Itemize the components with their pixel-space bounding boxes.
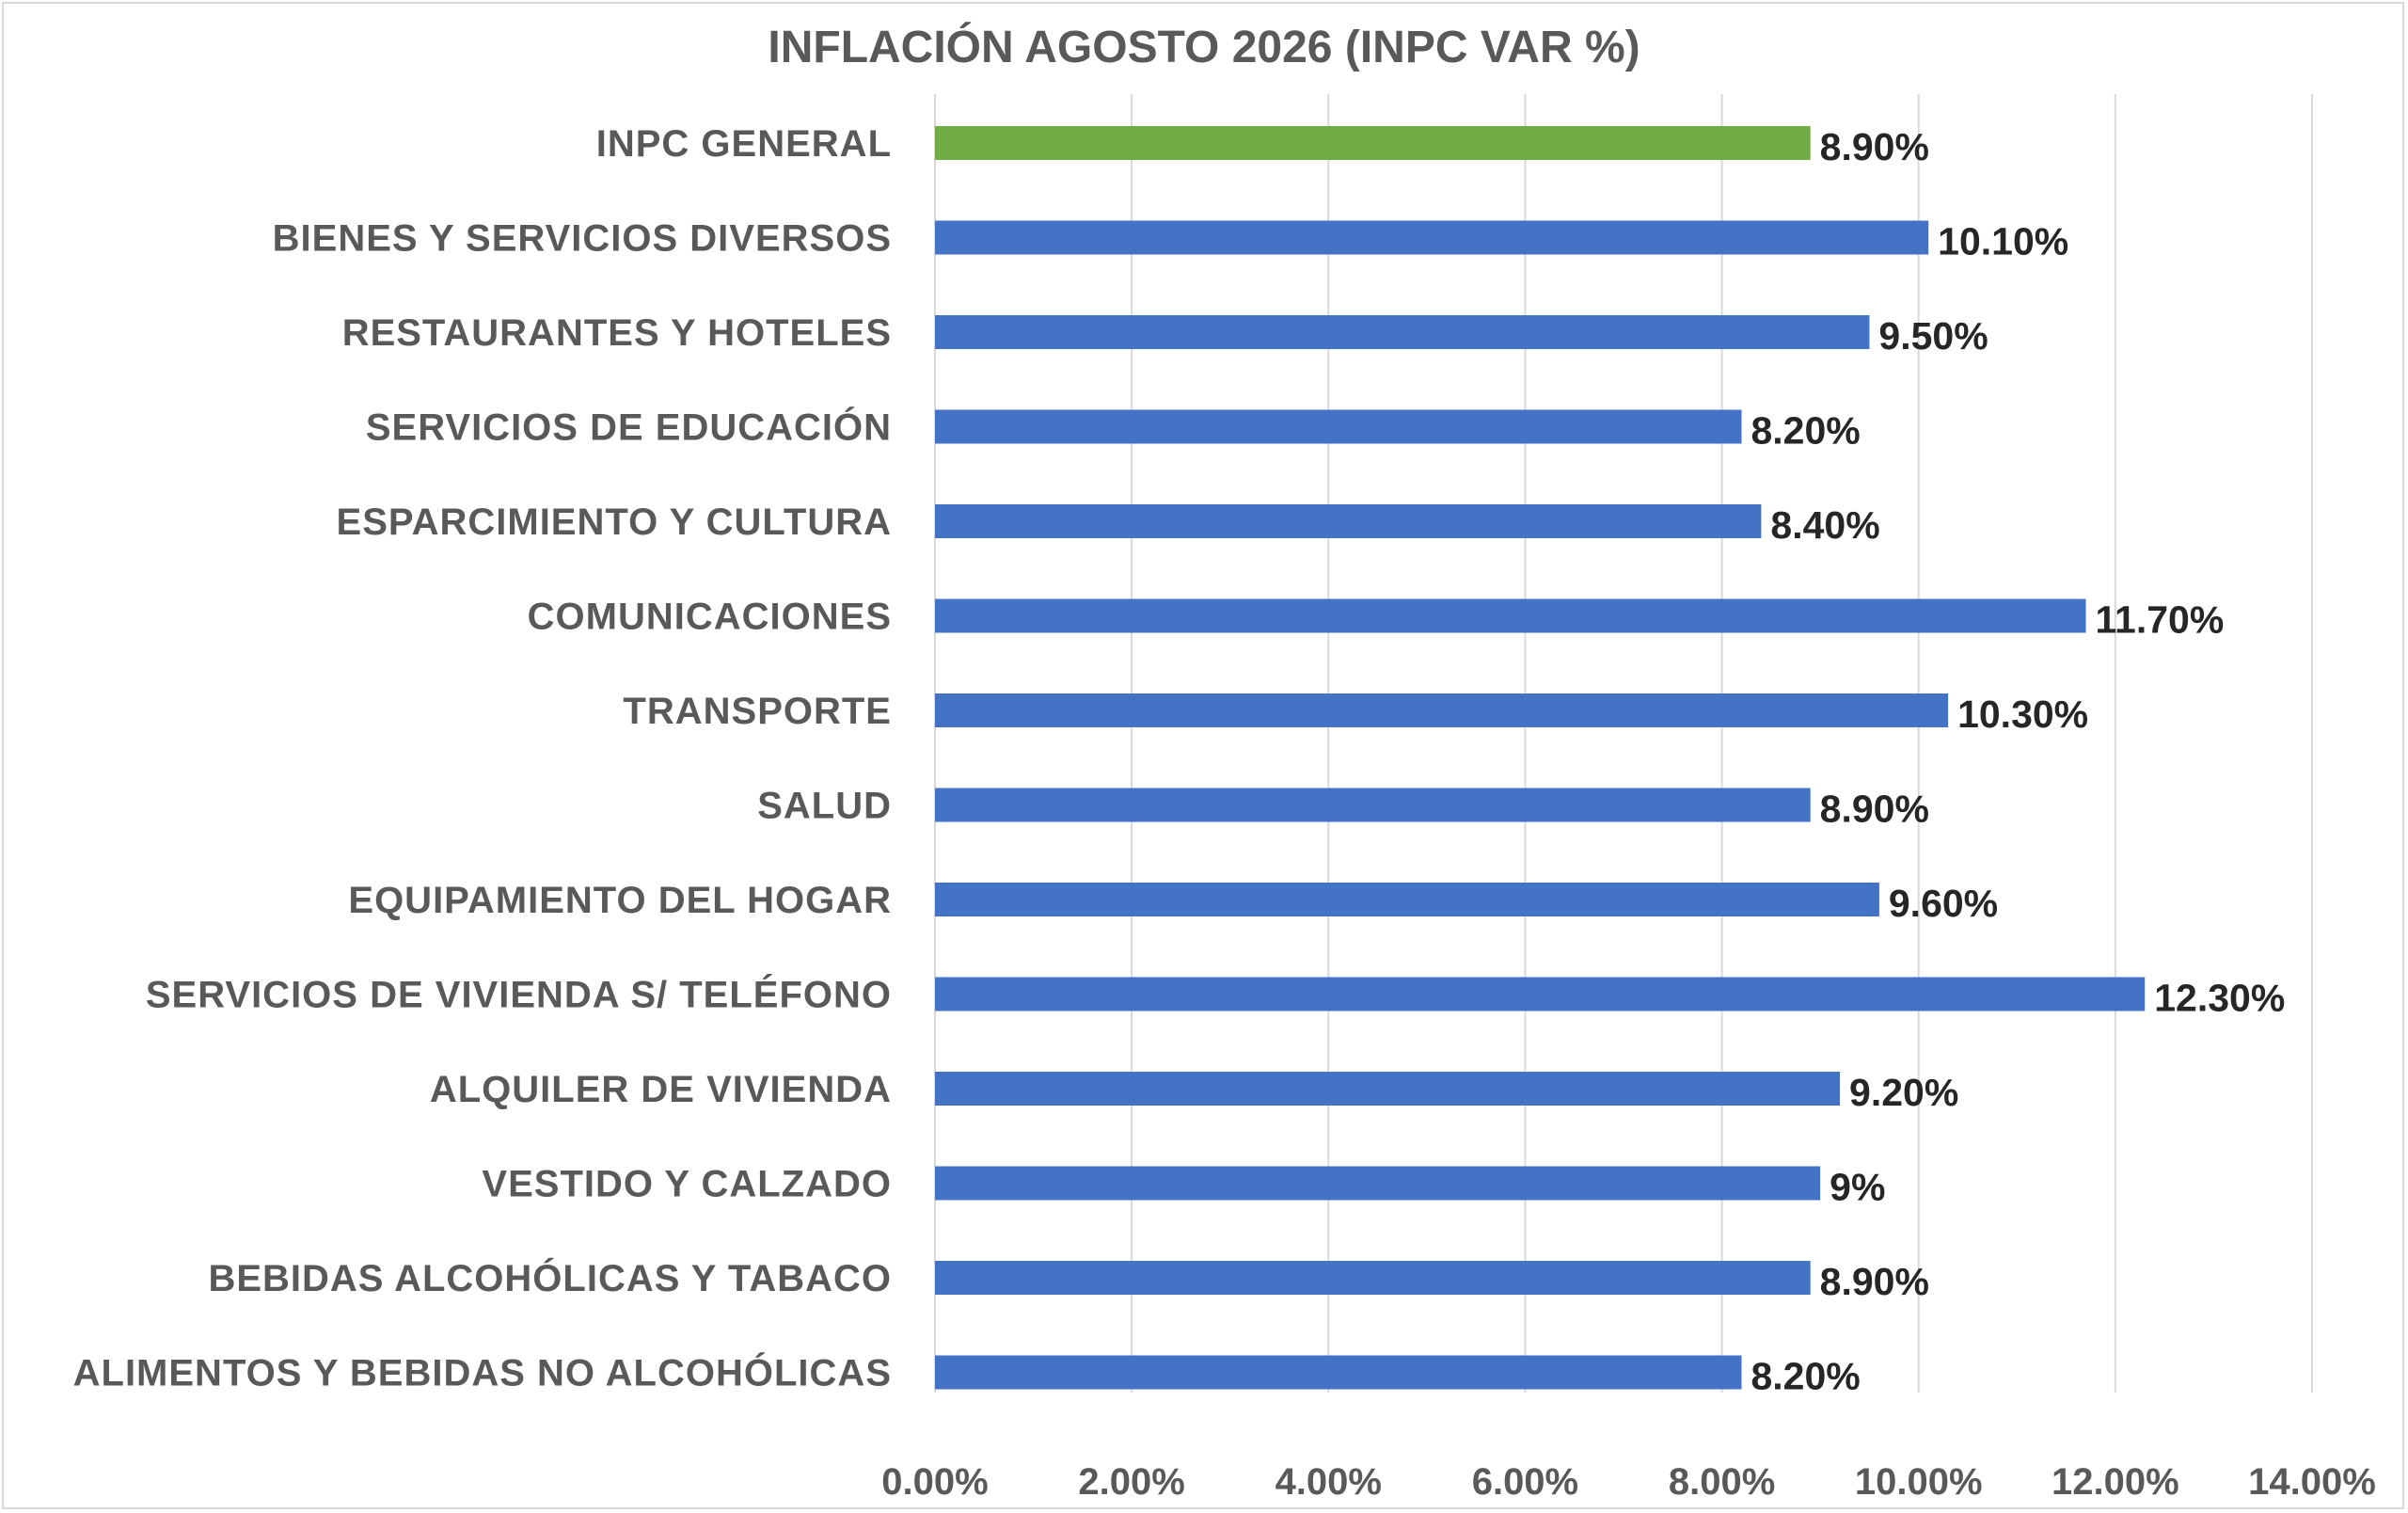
category-label: VESTIDO Y CALZADO	[482, 1164, 892, 1205]
category-label: EQUIPAMIENTO DEL HOGAR	[348, 880, 892, 921]
category-label: RESTAURANTES Y HOTELES	[342, 312, 892, 354]
bar	[935, 1261, 1811, 1295]
category-label: SERVICIOS DE VIVIENDA S/ TELÉFONO	[146, 974, 892, 1016]
x-tick-label: 10.00%	[1855, 1461, 1983, 1503]
data-label: 10.10%	[1938, 220, 2068, 263]
bar	[935, 220, 1929, 255]
data-label: 8.90%	[1820, 125, 1929, 168]
bar	[935, 1355, 1742, 1390]
bar	[935, 315, 1870, 349]
data-label: 12.30%	[2154, 977, 2285, 1020]
data-label: 8.20%	[1751, 1355, 1860, 1398]
bar	[935, 126, 1811, 160]
bars	[935, 126, 2146, 1390]
data-label: 10.30%	[1957, 693, 2088, 736]
x-axis-tick-labels: 0.00% 2.00% 4.00% 6.00% 8.00% 10.00% 12.00% 14.…	[881, 1461, 2376, 1503]
bar	[935, 504, 1762, 538]
data-label: 8.20%	[1751, 409, 1860, 453]
category-label: BIENES Y SERVICIOS DIVERSOS	[273, 218, 892, 260]
data-label: 9%	[1830, 1166, 1885, 1209]
bar	[935, 409, 1742, 444]
data-label: 11.70%	[2095, 598, 2224, 642]
x-tick-label: 14.00%	[2248, 1461, 2376, 1503]
bar	[935, 1072, 1841, 1106]
x-tick-label: 12.00%	[2052, 1461, 2179, 1503]
data-label: 8.90%	[1820, 788, 1929, 831]
category-labels: INPC GENERAL BIENES Y SERVICIOS DIVERSOS R…	[73, 123, 892, 1394]
category-label: ALIMENTOS Y BEBIDAS NO ALCOHÓLICAS	[73, 1351, 892, 1394]
chart-title: INFLACIÓN AGOSTO 2026 (INPC VAR %)	[768, 21, 1640, 72]
category-label: BEBIDAS ALCOHÓLICAS Y TABACO	[208, 1256, 892, 1299]
data-label: 8.40%	[1770, 503, 1879, 547]
data-label: 9.20%	[1849, 1071, 1958, 1114]
data-label: 9.50%	[1878, 314, 1988, 358]
data-labels: 8.90% 10.10% 9.50% 8.20% 8.40% 11.70% 10.30% 8.…	[1751, 125, 2285, 1398]
bar	[935, 693, 1949, 727]
bar	[935, 883, 1879, 916]
bar	[935, 788, 1811, 822]
data-label: 9.60%	[1889, 882, 1998, 925]
x-tick-label: 2.00%	[1078, 1461, 1184, 1503]
category-label: SALUD	[757, 786, 892, 827]
category-label: ESPARCIMIENTO Y CULTURA	[337, 502, 892, 543]
x-tick-label: 6.00%	[1472, 1461, 1578, 1503]
bar	[935, 1166, 1821, 1201]
category-label: ALQUILER DE VIVIENDA	[430, 1069, 892, 1110]
category-label: COMUNICACIONES	[528, 597, 892, 638]
category-label: SERVICIOS DE EDUCACIÓN	[366, 406, 892, 449]
data-label: 8.90%	[1820, 1260, 1929, 1303]
category-label: TRANSPORTE	[623, 691, 892, 732]
x-tick-label: 0.00%	[881, 1461, 988, 1503]
x-tick-label: 8.00%	[1669, 1461, 1775, 1503]
bar	[935, 598, 2086, 633]
bar	[935, 977, 2146, 1011]
x-tick-label: 4.00%	[1275, 1461, 1382, 1503]
category-label: INPC GENERAL	[596, 123, 892, 165]
